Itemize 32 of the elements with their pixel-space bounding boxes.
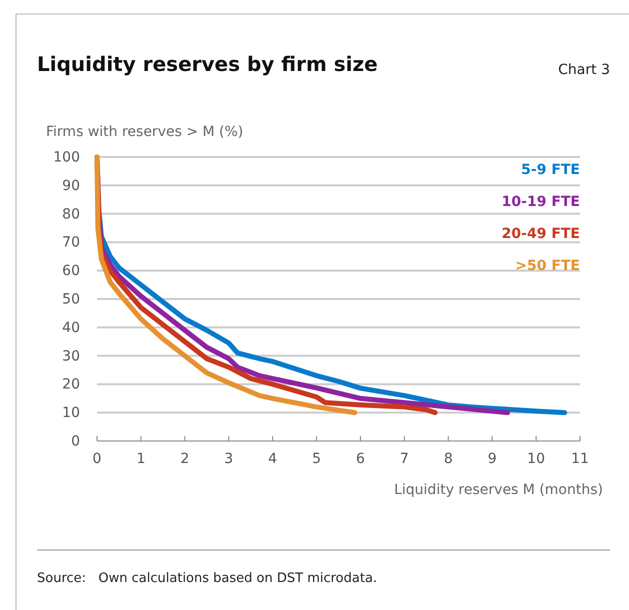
x-tick-label: 9 — [488, 450, 497, 467]
y-axis-title: Firms with reserves > M (%) — [46, 124, 244, 140]
text: 5-9 FTE — [521, 162, 580, 178]
x-tick-label: 1 — [136, 450, 146, 467]
x-tick-label: 2 — [180, 450, 190, 467]
y-tick-label: 70 — [62, 234, 80, 251]
y-tick-label: 10 — [62, 405, 80, 422]
x-tick-label: 0 — [92, 450, 102, 467]
text: 10-19 FTE — [502, 194, 580, 210]
chart-subtitle: Chart 3 — [558, 62, 610, 78]
y-tick-label: 80 — [62, 206, 80, 222]
x-tick-label: 6 — [356, 450, 365, 467]
x-tick-label: 10 — [527, 450, 546, 467]
x-tick-label: 8 — [444, 450, 453, 467]
y-tick-label: 20 — [62, 376, 80, 393]
y-tick-label: 30 — [62, 348, 80, 364]
x-tick-label: 5 — [312, 450, 322, 467]
x-tick-label: 7 — [400, 450, 409, 467]
x-tick-label: 4 — [268, 450, 278, 467]
chart-title: Liquidity reserves by firm size — [37, 52, 378, 76]
y-tick-label: 100 — [53, 149, 80, 166]
y-tick-label: 90 — [62, 178, 80, 194]
x-axis-title: Liquidity reserves M (months) — [394, 482, 603, 498]
y-tick-label: 0 — [71, 433, 80, 450]
y-tick-label: 40 — [62, 320, 80, 336]
text: 20-49 FTE — [502, 226, 580, 242]
y-tick-label: 60 — [62, 263, 80, 280]
source-note: Source: Own calculations based on DST microdata. — [37, 571, 378, 586]
y-tick-label: 50 — [62, 291, 80, 308]
text: >50 FTE — [515, 258, 580, 274]
x-tick-label: 3 — [224, 450, 234, 467]
x-tick-label: 11 — [571, 450, 589, 467]
